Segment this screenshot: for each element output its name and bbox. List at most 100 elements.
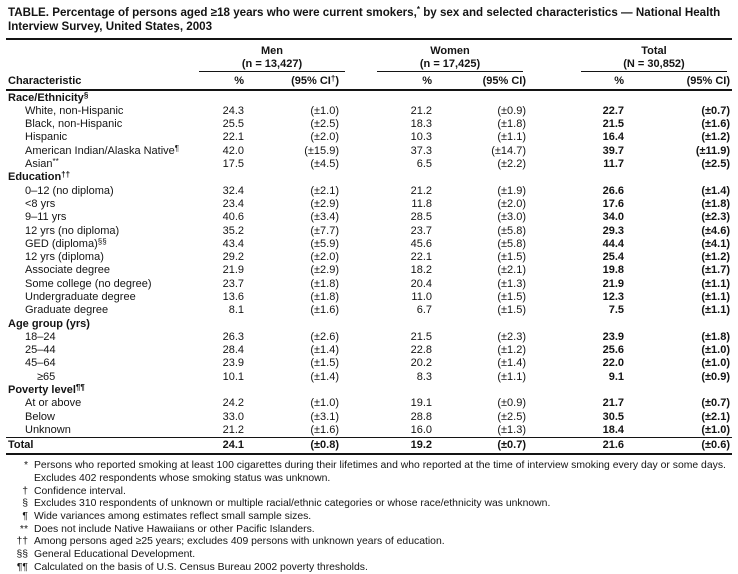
group-title-women: Women <box>430 45 470 57</box>
table-row: 9–11 yrs 40.6 (±3.4) 28.5 (±3.0) 34.0 (±2.3) <box>6 211 732 224</box>
characteristic-cell: At or above <box>6 397 198 410</box>
men-ci-cell: (±2.9) <box>310 264 339 277</box>
total-ci-cell: (±0.7) <box>701 397 730 410</box>
row-label: Graduate degree <box>25 304 109 317</box>
total-pct-cell: 21.7 <box>602 397 624 410</box>
total-pct-cell: 16.4 <box>602 131 624 144</box>
characteristic-cell: White, non-Hispanic <box>6 104 198 117</box>
characteristic-cell: Associate degree <box>6 264 198 277</box>
women-pct-cell: 20.2 <box>410 357 432 370</box>
row-label: Asian <box>25 158 53 171</box>
men-ci-cell: (±7.7) <box>310 224 339 237</box>
total-ci-cell: (±2.3) <box>701 211 730 224</box>
table-row: Asian** 17.5 (±4.5) 6.5 (±2.2) 11.7 (±2.5) <box>6 157 732 171</box>
total-pct-cell: 11.7 <box>603 158 624 171</box>
women-ci-cell: (±1.3) <box>497 277 526 290</box>
row-label: Black, non-Hispanic <box>25 118 123 131</box>
men-ci-cell: (±4.5) <box>310 158 339 171</box>
total-pct-cell: 7.5 <box>608 304 624 317</box>
women-ci-cell: (±0.9) <box>497 104 526 117</box>
men-ci-cell: (±15.9) <box>304 144 339 157</box>
men-pct-cell: 10.1 <box>222 370 244 383</box>
footnote-marker: †† <box>16 536 28 548</box>
footnote-text: Does not include Native Hawaiians or oth… <box>34 523 315 535</box>
men-pct-cell: 25.5 <box>222 118 244 131</box>
footnote: ** Does not include Native Hawaiians or o… <box>8 524 728 537</box>
women-ci-cell: (±2.0) <box>497 197 526 210</box>
group-header-spacer <box>6 40 198 73</box>
table-row: Some college (no degree) 23.7 (±1.8) 20.4 (±… <box>6 277 732 290</box>
footnote-marker: ¶ <box>22 510 28 522</box>
table-row: At or above 24.2 (±1.0) 19.1 (±0.9) 21.7 (±0.7… <box>6 397 732 410</box>
total-ci-cell: (±1.0) <box>701 423 730 436</box>
men-pct-cell: 43.4 <box>222 237 244 250</box>
table-row: 12 yrs (no diploma) 35.2 (±7.7) 23.7 (±5.8) 2… <box>6 224 732 237</box>
women-pct-cell: 28.5 <box>410 211 432 224</box>
total-pct-cell: 30.5 <box>602 410 624 423</box>
women-ci-cell: (±2.1) <box>497 264 526 277</box>
total-ci-cell: (±0.7) <box>701 104 730 117</box>
men-ci-cell: (±1.5) <box>310 357 339 370</box>
men-pct-cell: 33.0 <box>222 410 244 423</box>
women-pct-cell: 21.2 <box>410 104 432 117</box>
characteristic-cell: 12 yrs (diploma) <box>6 251 198 264</box>
characteristic-cell: Below <box>6 410 198 423</box>
women-pct-cell: 10.3 <box>410 131 432 144</box>
total-ci-cell: (±2.5) <box>701 158 730 171</box>
women-ci-cell: (±1.1) <box>497 370 526 383</box>
characteristic-cell: Graduate degree <box>6 304 198 317</box>
group-header-row: Men (n = 13,427) Women (n = 17,425) Tota… <box>6 40 732 73</box>
men-ci-cell: (±2.9) <box>310 197 339 210</box>
footnote: ¶¶ Calculated on the basis of U.S. Census… <box>8 562 728 574</box>
women-ci-cell: (±1.2) <box>497 344 526 357</box>
total-pct-cell: 39.7 <box>602 144 624 157</box>
women-ci-cell: (±1.3) <box>497 423 526 436</box>
total-pct-cell: 21.6 <box>528 436 626 456</box>
table-row: 25–44 28.4 (±1.4) 22.8 (±1.2) 25.6 (±1.0) <box>6 344 732 357</box>
section-header-cell: Race/Ethnicity§ <box>6 90 732 104</box>
men-ci-cell: (±2.5) <box>310 118 339 131</box>
table-row: White, non-Hispanic 24.3 (±1.0) 21.2 (±0.9) 2… <box>6 104 732 117</box>
total-ci-cell: (±1.8) <box>701 197 730 210</box>
women-pct-cell: 21.5 <box>410 330 432 343</box>
women-pct-cell: 11.0 <box>411 291 432 303</box>
women-ci-cell: (±2.3) <box>497 330 526 343</box>
women-pct-cell: 18.3 <box>410 118 432 131</box>
men-pct-cell: 24.1 <box>198 436 246 456</box>
total-ci-cell: (±1.0) <box>701 344 730 357</box>
women-pct-cell: 6.7 <box>416 304 432 317</box>
section-header-cell: Poverty level¶¶ <box>6 384 732 397</box>
footnote: * Persons who reported smoking at least 1… <box>8 460 728 485</box>
footnote-marker: § <box>22 498 28 510</box>
section-header-row: Age group (yrs) <box>6 317 732 330</box>
footnote-marker: † <box>22 485 28 497</box>
men-pct-cell: 8.1 <box>228 304 244 317</box>
row-label: 45–64 <box>25 357 56 370</box>
row-label: Total <box>8 438 34 451</box>
characteristic-cell: 45–64 <box>6 357 198 370</box>
women-ci-cell: (±2.5) <box>497 410 526 423</box>
row-label: Race/Ethnicity <box>8 91 84 104</box>
section-header-cell: Education†† <box>6 171 732 184</box>
footnote-marker: * <box>23 460 28 472</box>
men-ci-cell: (±5.9) <box>310 237 339 250</box>
row-label: 0–12 (no diploma) <box>25 184 114 197</box>
men-pct-cell: 32.4 <box>222 184 244 197</box>
characteristic-cell: Undergraduate degree <box>6 290 198 303</box>
men-ci-cell: (±2.6) <box>310 330 339 343</box>
women-ci-cell: (±3.0) <box>497 211 526 224</box>
total-ci-cell: (±11.9) <box>695 144 730 157</box>
row-label: At or above <box>25 397 82 410</box>
total-pct-cell: 34.0 <box>602 211 624 224</box>
men-pct-cell: 40.6 <box>222 211 244 224</box>
col-header-total-pct: % <box>528 73 626 91</box>
characteristic-cell: American Indian/Alaska Native¶ <box>6 144 198 157</box>
total-ci-cell: (±0.9) <box>701 370 730 383</box>
men-ci-cell: (±1.0) <box>310 397 339 410</box>
table-row: Graduate degree 8.1 (±1.6) 6.7 (±1.5) 7.5 (±1.… <box>6 304 732 317</box>
ci-header-footnote-marker: † <box>330 74 336 83</box>
characteristic-cell: 25–44 <box>6 344 198 357</box>
men-pct-cell: 28.4 <box>222 344 244 357</box>
women-ci-cell: (±14.7) <box>491 144 526 157</box>
total-pct-cell: 26.6 <box>602 184 624 197</box>
